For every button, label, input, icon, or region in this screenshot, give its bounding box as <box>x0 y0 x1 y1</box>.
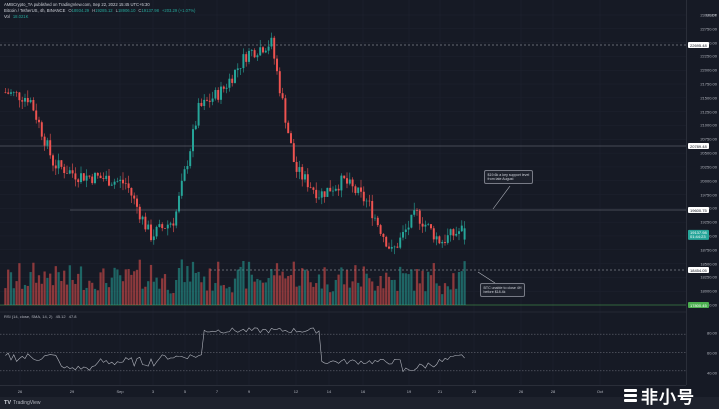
symbol-label[interactable]: Bitcoin / TetherUS, 4h, BINANCE <box>4 8 66 13</box>
volume-row: Vol 18.021K <box>4 14 195 20</box>
time-tick: 21 <box>437 389 443 394</box>
support-annotation[interactable]: $19.6k a key support level from late Aug… <box>484 170 533 185</box>
rsi-value: 45.12 <box>55 314 66 319</box>
low-label: L <box>115 8 118 13</box>
rsi-tick-60: 60.00 <box>706 350 717 356</box>
time-tick: 26 <box>518 389 524 394</box>
tradingview-brand: TradingView <box>13 399 41 406</box>
price-tick: 18500.00 <box>700 261 717 267</box>
tradingview-logo[interactable]: TV TradingView <box>4 400 41 406</box>
open-value: 18934.29 <box>71 8 90 13</box>
price-tick: 19250.00 <box>700 219 717 225</box>
price-tick: 21000.00 <box>700 122 717 128</box>
open-label: O <box>68 8 72 13</box>
time-tick: Oct <box>596 389 604 394</box>
bar-countdown: 01:44:23 <box>690 234 706 239</box>
time-tick: 14 <box>326 389 332 394</box>
price-tick: 21250.00 <box>700 109 717 115</box>
watermark-text: 非小号 <box>641 387 695 408</box>
price-tick: 23000.00 <box>700 12 717 18</box>
candlestick-chart[interactable] <box>0 0 686 385</box>
low-value: 18906.10 <box>117 8 136 13</box>
time-axis[interactable]: 26 29 Sep 3 5 7 9 12 14 16 19 21 23 26 28 Oct <box>0 385 686 397</box>
volume-label[interactable]: Vol <box>4 14 10 19</box>
rsi-tick-40: 40.00 <box>706 370 717 376</box>
time-tick: 16 <box>360 389 366 394</box>
price-tick: 21500.00 <box>700 95 717 101</box>
publish-line: AMBCrypto_TA published on TradingView.co… <box>4 2 150 7</box>
time-tick: 26 <box>17 389 23 394</box>
time-tick: 5 <box>183 389 187 394</box>
level-low-label: 18454.05 <box>688 267 709 273</box>
chart-legend: AMBCrypto_TA published on TradingView.co… <box>4 2 195 20</box>
time-tick: 19 <box>406 389 412 394</box>
price-chart-pane[interactable] <box>0 0 686 385</box>
rsi-title[interactable]: RSI (14, close, SMA, 14, 2) <box>4 314 53 319</box>
price-tick: 21750.00 <box>700 81 717 87</box>
high-value: 19285.12 <box>95 8 113 13</box>
rsi-ma-value: 47.8 <box>68 314 77 319</box>
high-label: H <box>92 8 96 13</box>
volume-value: 18.021K <box>12 14 29 19</box>
ohlc-row: Bitcoin / TetherUS, 4h, BINANCE O18934.2… <box>4 8 195 14</box>
price-tick: 18000.00 <box>700 288 717 294</box>
tradingview-mark-icon: TV <box>4 399 12 406</box>
current-price-value: 19137.98 <box>690 229 707 235</box>
change-value: +203.29 (+1.07%) <box>161 8 196 13</box>
level-mid-label: 20789.48 <box>688 143 709 149</box>
close-label: C <box>138 8 142 13</box>
price-tick: 22000.00 <box>700 67 717 73</box>
price-tick: 20000.00 <box>700 178 717 184</box>
time-tick: 3 <box>151 389 155 394</box>
price-tick: 22750.00 <box>700 26 717 32</box>
time-tick: 23 <box>471 389 477 394</box>
time-tick: Sep <box>116 389 124 394</box>
close-value: 19137.98 <box>141 8 159 13</box>
btc-annotation[interactable]: BTC unable to close 4H before $18.4k <box>480 283 525 298</box>
watermark-logo-icon <box>624 388 637 402</box>
price-tick: 22250.00 <box>700 53 717 59</box>
price-tick: 20500.00 <box>700 150 717 156</box>
price-tick: 18750.00 <box>700 247 717 253</box>
volume-level-label: 17800.45 <box>688 302 709 308</box>
rsi-tick-80: 80.00 <box>706 330 717 336</box>
watermark: 非小号 <box>624 383 719 408</box>
time-tick: 28 <box>550 389 556 394</box>
price-tick: 18250.00 <box>700 274 717 280</box>
price-tick: 20250.00 <box>700 164 717 170</box>
price-tick: 19750.00 <box>700 192 717 198</box>
rsi-legend: RSI (14, close, SMA, 14, 2) 45.12 47.8 <box>4 314 77 319</box>
time-tick: 29 <box>69 389 75 394</box>
time-tick: 9 <box>247 389 251 394</box>
currency-label: USDT <box>706 12 717 18</box>
current-price-label: 19137.98 01:44:23 <box>688 229 709 241</box>
price-tick: 20750.00 <box>700 136 717 142</box>
time-tick: 12 <box>293 389 299 394</box>
level-support-label: 19600.75 <box>688 207 709 213</box>
time-tick: 7 <box>215 389 219 394</box>
price-axis[interactable]: USDT 23000.0022750.0022500.0022250.00220… <box>686 0 719 385</box>
footer-bar: TV TradingView <box>0 397 719 409</box>
level-high-label: 22695.48 <box>688 42 709 48</box>
